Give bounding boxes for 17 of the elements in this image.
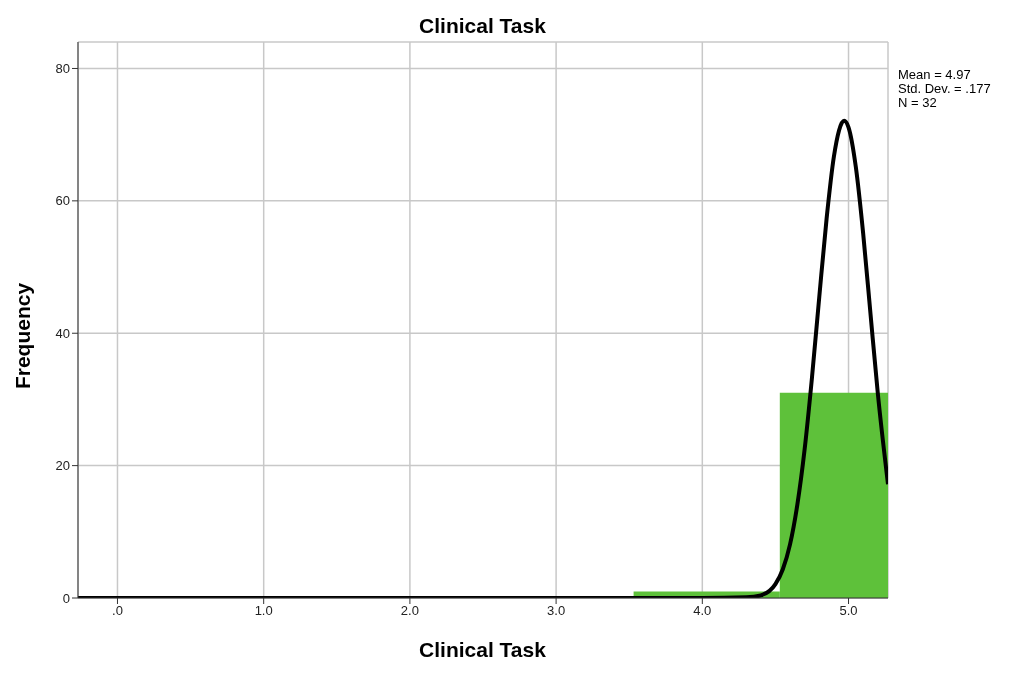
x-tick-label: .0 — [112, 603, 123, 619]
text: N = 32 — [898, 95, 938, 110]
x-axis-title: Clinical Task — [418, 638, 547, 662]
text: Std. Dev. = .177 — [898, 81, 991, 96]
y-axis-title: Frequency — [11, 281, 35, 392]
y-tick-label: 80 — [55, 61, 70, 77]
chart-title: Clinical Task — [418, 14, 547, 38]
y-tick-label: 40 — [55, 325, 70, 341]
y-tick-label: 60 — [55, 193, 70, 209]
x-tick-label: 2.0 — [400, 603, 419, 619]
x-tick-label: 4.0 — [693, 603, 712, 619]
x-tick-label: 3.0 — [547, 603, 566, 619]
x-tick-label: 5.0 — [839, 603, 858, 619]
y-tick-label: 20 — [55, 458, 70, 474]
y-tick-label: 0 — [62, 590, 70, 606]
x-tick-label: 1.0 — [254, 603, 273, 619]
text: Mean = 4.97 — [898, 67, 972, 82]
